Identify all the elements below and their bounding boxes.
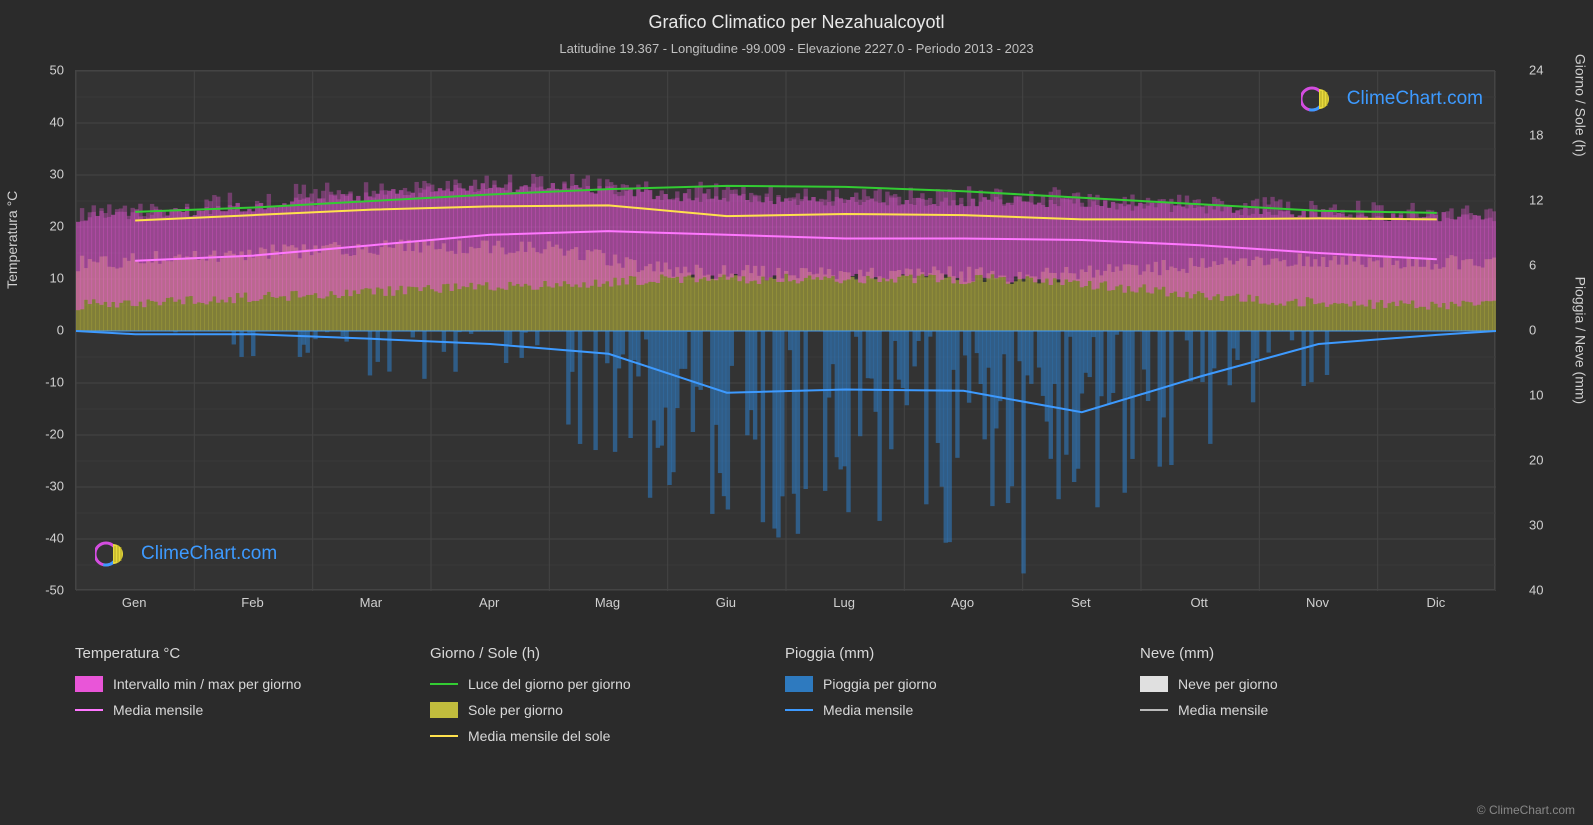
plot-svg — [76, 71, 1496, 591]
legend-swatch-icon — [785, 676, 813, 692]
x-tick: Ago — [951, 595, 974, 610]
legend-line-icon — [75, 709, 103, 711]
x-tick: Set — [1071, 595, 1091, 610]
y-tick-right: 10 — [1529, 388, 1543, 403]
legend-item-label: Luce del giorno per giorno — [468, 676, 631, 692]
legend-line-icon — [430, 735, 458, 737]
x-tick: Lug — [833, 595, 855, 610]
x-tick: Nov — [1306, 595, 1329, 610]
x-tick: Apr — [479, 595, 499, 610]
y-axis-left: -50-40-30-20-1001020304050 — [0, 70, 72, 590]
legend-swatch-icon — [1140, 676, 1168, 692]
legend-item: Luce del giorno per giorno — [430, 676, 785, 692]
y-tick-left: 0 — [57, 323, 64, 338]
y-tick-right: 40 — [1529, 583, 1543, 598]
legend-line-icon — [785, 709, 813, 711]
y-tick-right: 20 — [1529, 453, 1543, 468]
legend-item-label: Pioggia per giorno — [823, 676, 937, 692]
y-tick-right: 6 — [1529, 258, 1536, 273]
legend-column: Neve (mm) Neve per giorno Media mensile — [1140, 645, 1495, 754]
y-tick-left: -30 — [45, 479, 64, 494]
brand-label: ClimeChart.com — [1347, 88, 1483, 110]
legend-item: Pioggia per giorno — [785, 676, 1140, 692]
y-tick-right: 24 — [1529, 63, 1543, 78]
legend-swatch-icon — [430, 702, 458, 718]
x-tick: Giu — [716, 595, 736, 610]
legend-item-label: Neve per giorno — [1178, 676, 1278, 692]
chart-title: Grafico Climatico per Nezahualcoyotl — [0, 0, 1593, 33]
x-tick: Gen — [122, 595, 147, 610]
legend-column: Temperatura °C Intervallo min / max per g… — [75, 645, 430, 754]
x-tick: Mag — [595, 595, 620, 610]
y-tick-left: 30 — [50, 167, 64, 182]
brand-logo-icon — [95, 540, 135, 568]
y-tick-left: -40 — [45, 531, 64, 546]
plot-area — [75, 70, 1495, 590]
y-tick-left: 40 — [50, 115, 64, 130]
watermark-bottom: ClimeChart.com — [95, 540, 277, 568]
chart-subtitle: Latitudine 19.367 - Longitudine -99.009 … — [0, 33, 1593, 56]
y-tick-right: 30 — [1529, 518, 1543, 533]
y-tick-left: 20 — [50, 219, 64, 234]
copyright-label: © ClimeChart.com — [1477, 803, 1575, 817]
legend-item: Media mensile — [785, 702, 1140, 718]
x-tick: Feb — [241, 595, 263, 610]
x-tick: Mar — [360, 595, 382, 610]
legend-title: Temperatura °C — [75, 645, 430, 662]
climate-chart-container: Grafico Climatico per Nezahualcoyotl Lat… — [0, 0, 1593, 825]
legend-item-label: Media mensile — [113, 702, 203, 718]
legend-line-icon — [430, 683, 458, 685]
x-tick: Ott — [1190, 595, 1207, 610]
legend-item: Media mensile del sole — [430, 728, 785, 744]
legend-item: Intervallo min / max per giorno — [75, 676, 430, 692]
brand-logo-icon — [1301, 85, 1341, 113]
legend-column: Giorno / Sole (h) Luce del giorno per gio… — [430, 645, 785, 754]
y-tick-right: 12 — [1529, 193, 1543, 208]
legend-item: Media mensile — [1140, 702, 1495, 718]
y-tick-left: -20 — [45, 427, 64, 442]
x-tick: Dic — [1426, 595, 1445, 610]
y-tick-left: 10 — [50, 271, 64, 286]
legend-item: Media mensile — [75, 702, 430, 718]
legend-line-icon — [1140, 709, 1168, 711]
legend-title: Neve (mm) — [1140, 645, 1495, 662]
legend-item-label: Sole per giorno — [468, 702, 563, 718]
legend-item: Sole per giorno — [430, 702, 785, 718]
legend-item: Neve per giorno — [1140, 676, 1495, 692]
legend-item-label: Intervallo min / max per giorno — [113, 676, 301, 692]
brand-label: ClimeChart.com — [141, 543, 277, 565]
legend-item-label: Media mensile — [1178, 702, 1268, 718]
legend-item-label: Media mensile — [823, 702, 913, 718]
watermark-top: ClimeChart.com — [1301, 85, 1483, 113]
legend-title: Pioggia (mm) — [785, 645, 1140, 662]
legend: Temperatura °C Intervallo min / max per g… — [75, 645, 1495, 754]
y-tick-left: -50 — [45, 583, 64, 598]
y-tick-right: 18 — [1529, 128, 1543, 143]
y-tick-left: -10 — [45, 375, 64, 390]
legend-swatch-icon — [75, 676, 103, 692]
y-axis-right: 0612182410203040 — [1521, 70, 1593, 590]
x-axis: Gen Feb Mar Apr Mag Giu Lug Ago Set Ott Nov Dic — [75, 595, 1495, 625]
y-tick-left: 50 — [50, 63, 64, 78]
legend-title: Giorno / Sole (h) — [430, 645, 785, 662]
legend-column: Pioggia (mm) Pioggia per giorno Media mens… — [785, 645, 1140, 754]
y-tick-right: 0 — [1529, 323, 1536, 338]
legend-item-label: Media mensile del sole — [468, 728, 610, 744]
